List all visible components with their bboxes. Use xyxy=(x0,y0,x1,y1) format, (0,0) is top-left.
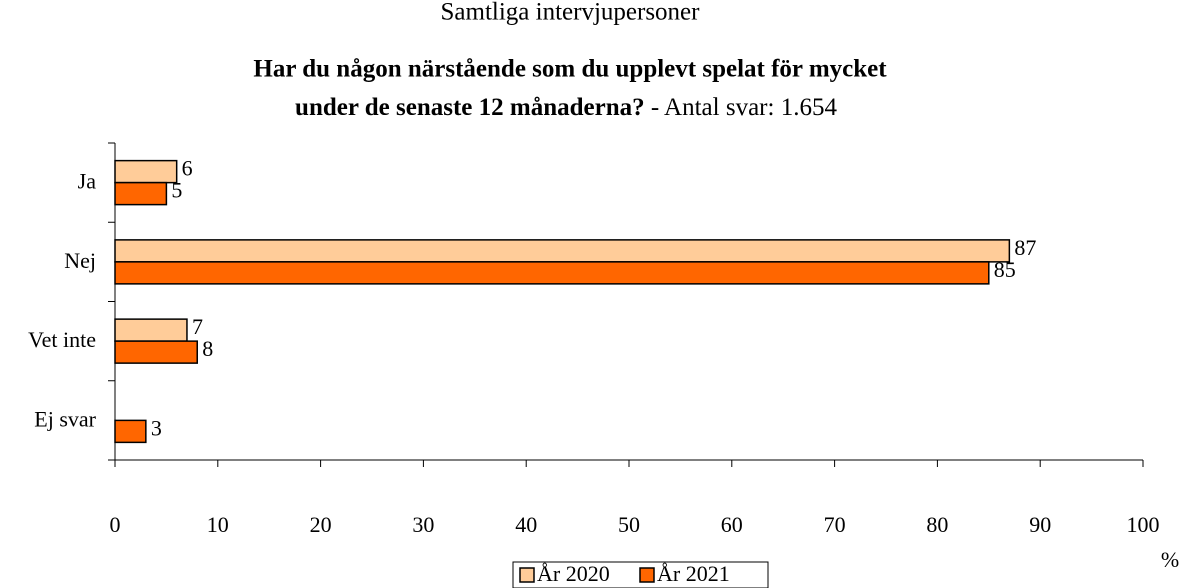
bar xyxy=(114,159,178,184)
data-label: 3 xyxy=(151,415,162,440)
x-tick-label: 50 xyxy=(618,512,640,537)
bar xyxy=(114,318,188,342)
chart-title: Samtliga intervjupersoner xyxy=(441,0,701,26)
subtitle-note: - Antal svar: 1.654 xyxy=(651,94,838,121)
legend-label: År 2020 xyxy=(537,561,610,586)
bar xyxy=(114,239,1011,263)
y-tick-label: Ja xyxy=(78,169,97,194)
chart-subtitle: Har du någon närstående som du upplevt s… xyxy=(253,56,887,83)
x-tick-label: 90 xyxy=(1029,512,1051,537)
y-tick-label: Vet inte xyxy=(28,327,96,352)
x-tick-label: 70 xyxy=(824,512,846,537)
data-label: 5 xyxy=(171,178,182,203)
x-tick-label: 20 xyxy=(310,512,332,537)
x-axis-label: % xyxy=(1161,547,1179,572)
data-label: 87 xyxy=(1014,235,1036,260)
data-label: 85 xyxy=(994,257,1016,282)
x-tick-label: 60 xyxy=(721,512,743,537)
x-tick-label: 0 xyxy=(110,512,121,537)
bar xyxy=(114,181,168,206)
chart-subtitle: under de senaste 12 månaderna? xyxy=(295,94,645,121)
x-tick-label: 30 xyxy=(412,512,434,537)
x-tick-label: 100 xyxy=(1127,512,1160,537)
x-tick-label: 40 xyxy=(515,512,537,537)
legend-swatch xyxy=(519,567,535,583)
x-tick-label: 80 xyxy=(926,512,948,537)
y-tick-label: Nej xyxy=(64,248,96,273)
data-label: 8 xyxy=(202,336,213,361)
data-label: 6 xyxy=(182,156,193,181)
bar xyxy=(114,419,147,444)
bar xyxy=(114,261,990,285)
bar xyxy=(114,340,198,364)
legend-swatch xyxy=(639,567,655,583)
x-tick-label: 10 xyxy=(207,512,229,537)
legend-label: År 2021 xyxy=(657,561,730,586)
data-label: 7 xyxy=(192,314,203,339)
chart-subtitle-line: under de senaste 12 månaderna? - Antal s… xyxy=(295,94,837,121)
y-tick-label: Ej svar xyxy=(34,406,96,431)
